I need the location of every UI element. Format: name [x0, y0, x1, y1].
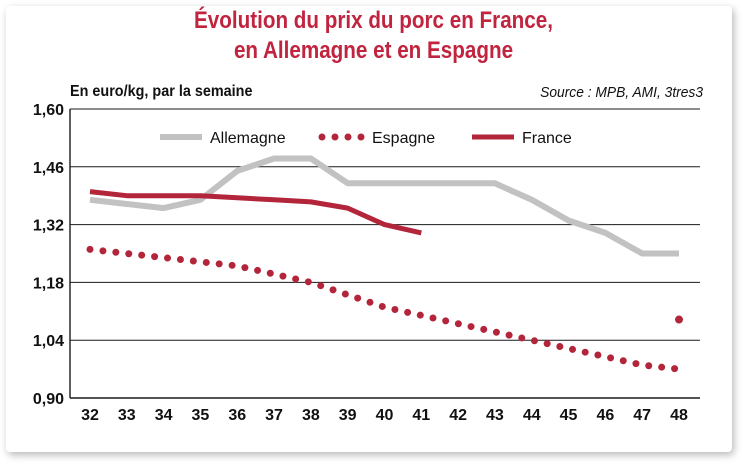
x-tick-label: 41 [412, 407, 430, 424]
legend-label-espagne: Espagne [372, 130, 435, 147]
y-tick-label: 1,60 [33, 102, 64, 119]
chart-card [6, 6, 732, 452]
unit-label: En euro/kg, par la semaine [70, 83, 253, 100]
x-tick-label: 43 [486, 407, 504, 424]
x-tick-label: 34 [155, 407, 173, 424]
x-tick-label: 32 [81, 407, 99, 424]
x-tick-label: 36 [228, 407, 246, 424]
source-label: Source : MPB, AMI, 3tres3 [540, 84, 703, 101]
chart-title-line1: Évolution du prix du porc en France, [194, 7, 553, 34]
y-tick-label: 1,18 [33, 275, 64, 292]
y-tick-label: 1,46 [33, 160, 64, 177]
x-tick-label: 38 [302, 407, 320, 424]
x-tick-label: 42 [449, 407, 467, 424]
series-line-allemagne [89, 155, 679, 257]
x-tick-label: 35 [192, 407, 210, 424]
chart-title-line2: en Allemagne et en Espagne [233, 37, 514, 64]
x-tick-label: 45 [560, 407, 578, 424]
x-tick-label: 39 [339, 407, 357, 424]
y-tick-label: 1,04 [33, 333, 64, 350]
x-tick-label: 46 [596, 407, 614, 424]
x-tick-label: 37 [265, 407, 283, 424]
x-tick-label: 47 [633, 407, 651, 424]
x-tick-label: 40 [376, 407, 394, 424]
x-tick-label: 44 [523, 407, 541, 424]
series-line-france [89, 189, 422, 236]
y-tick-label: 1,32 [33, 218, 64, 235]
x-tick-label: 48 [670, 407, 688, 424]
legend-label-allemagne: Allemagne [210, 130, 286, 147]
series-line-espagne [86, 245, 683, 373]
y-tick-label: 0,90 [33, 391, 64, 408]
legend-label-france: France [522, 130, 572, 147]
x-tick-label: 33 [118, 407, 136, 424]
series-point-espagne [675, 315, 683, 324]
